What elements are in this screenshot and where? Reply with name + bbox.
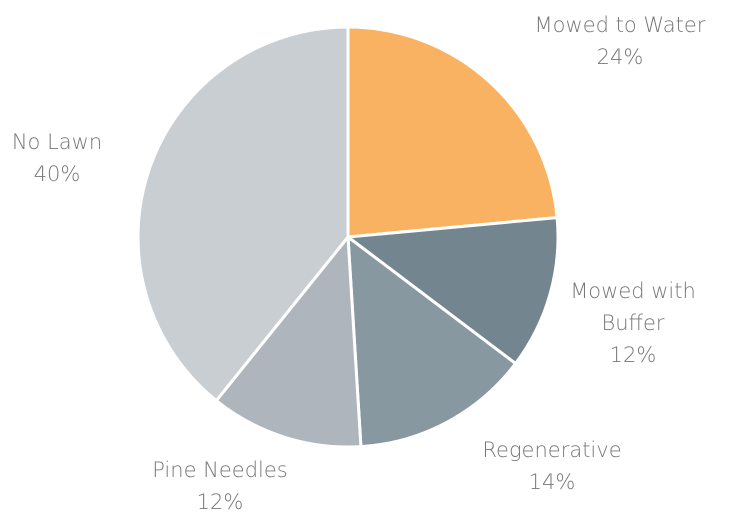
slice-label: Regenerative 14% (402, 434, 702, 498)
category-label: Mowed with Buffer (570, 279, 696, 335)
category-label: Mowed to Water (534, 13, 706, 37)
value-label: 12% (609, 343, 657, 367)
category-label: Regenerative (482, 438, 622, 462)
slice-label: Pine Needles 12% (70, 454, 370, 515)
pie-slice (214, 235, 363, 449)
pie-slice (346, 25, 559, 239)
category-label: No Lawn (11, 130, 103, 154)
value-label: 14% (528, 470, 576, 494)
pie-slice (346, 235, 518, 449)
value-label: 40% (33, 162, 81, 186)
pie-slice (346, 216, 560, 366)
slice-label: No Lawn 40% (0, 126, 157, 190)
slice-label: Mowed with Buffer 12% (563, 275, 703, 371)
pie-slice (136, 25, 350, 403)
value-label: 12% (196, 490, 244, 514)
value-label: 24% (596, 45, 644, 69)
slice-label: Mowed to Water 24% (470, 9, 730, 73)
category-label: Pine Needles (152, 458, 288, 482)
